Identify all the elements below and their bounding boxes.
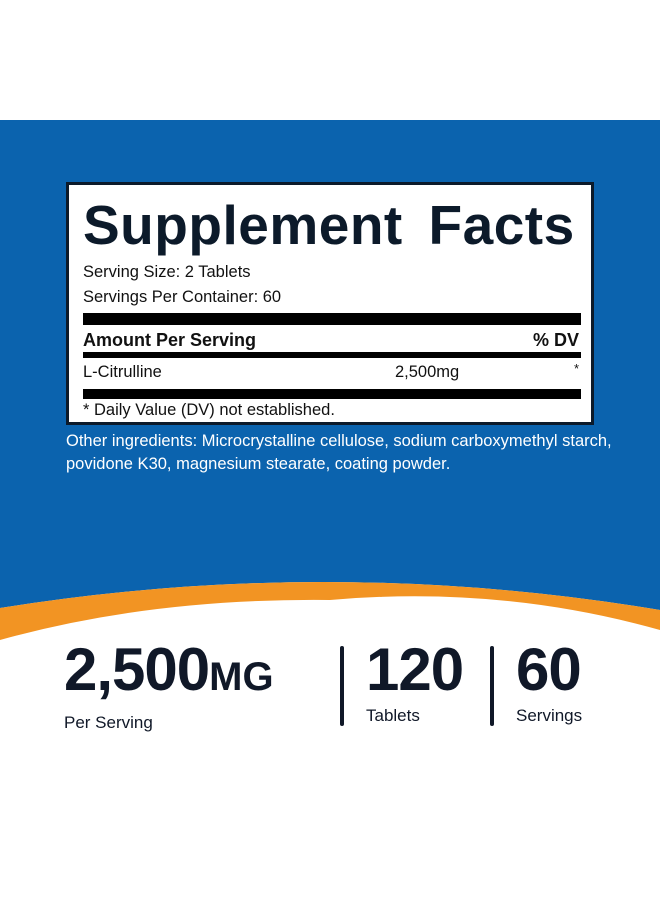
dv-header: % DV: [532, 330, 579, 350]
stat-unit: MG: [209, 655, 274, 699]
ingredient-name: L-Citrulline: [83, 363, 162, 381]
ingredient-dv: *: [573, 361, 579, 376]
stat-label: Tablets: [366, 706, 420, 725]
footnote: * Daily Value (DV) not established.: [83, 401, 335, 419]
stat-value: 60: [516, 636, 582, 703]
stat-label: Servings: [516, 706, 583, 725]
stat-value: 120: [366, 636, 464, 703]
serving-size: Serving Size: 2 Tablets: [83, 263, 251, 281]
thick-divider: [83, 389, 581, 399]
divider: [83, 352, 581, 358]
stat-tablets: 120 Tablets: [366, 636, 464, 726]
facts-title: Supplement Facts: [83, 194, 575, 256]
stat-divider: [340, 646, 344, 726]
amount-per-serving-header: Amount Per Serving: [83, 330, 257, 350]
other-ingredients: Other ingredients: Microcrystalline cell…: [66, 432, 612, 473]
thick-divider: [83, 313, 581, 325]
orange-swoosh: [0, 560, 660, 660]
stat-label: Per Serving: [64, 713, 153, 732]
stat-value: 2,500: [64, 636, 210, 703]
ingredient-amount: 2,500mg: [395, 363, 460, 381]
stat-servings: 60 Servings: [516, 640, 582, 726]
stat-per-serving: 2,500MG Per Serving: [64, 640, 274, 733]
servings-per-container: Servings Per Container: 60: [83, 288, 282, 306]
stat-divider: [490, 646, 494, 726]
supplement-facts-label: Supplement Facts Serving Size: 2 Tablets…: [66, 182, 594, 425]
